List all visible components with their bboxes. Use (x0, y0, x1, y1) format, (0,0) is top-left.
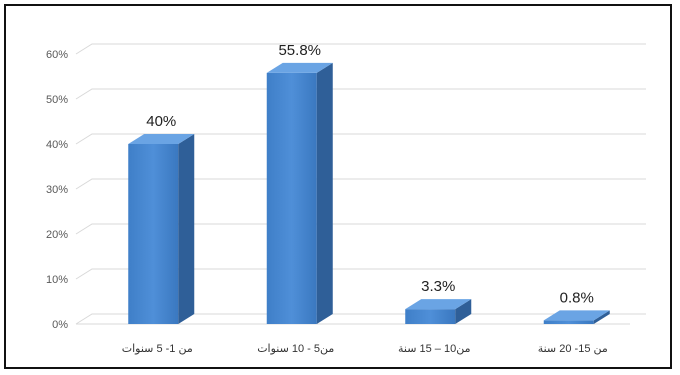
y-tick-label: 10% (46, 274, 68, 286)
y-tick-label: 20% (46, 229, 68, 241)
x-axis: من 1- 5 سنوات من5 - 10 سنوات من10 – 15 سنة… (122, 343, 608, 355)
bar-top (266, 62, 333, 73)
y-tick-label: 0% (52, 319, 68, 331)
bar-side (455, 299, 472, 324)
y-tick-label: 30% (46, 184, 68, 196)
x-tick-label: من 1- 5 سنوات (122, 343, 193, 355)
bar-front (543, 320, 594, 324)
gridline (75, 43, 646, 55)
x-tick-label: من10 – 15 سنة (398, 343, 471, 355)
gridline (75, 88, 646, 100)
bar-top (128, 134, 195, 144)
bar: 55.8% (266, 42, 333, 325)
bar-front (405, 309, 456, 324)
x-tick-label: من5 - 10 سنوات (257, 343, 334, 355)
data-label: 40% (146, 113, 176, 130)
bar-front (128, 144, 179, 324)
bar-top (405, 299, 472, 310)
bar-chart: 0% 10% 20% 30% 40% 50% 60% 40% 55.8% 3.3% 0.8% من… (46, 42, 646, 355)
data-label: 3.3% (421, 278, 455, 295)
y-tick-label: 50% (46, 94, 68, 106)
gridline (75, 268, 646, 280)
bar-side (178, 134, 195, 324)
y-tick-label: 40% (46, 139, 68, 151)
x-tick-label: من 15- 20 سنة (538, 343, 608, 355)
bar-top (543, 310, 610, 321)
y-axis: 0% 10% 20% 30% 40% 50% 60% (46, 49, 68, 331)
y-tick-label: 60% (46, 49, 68, 61)
bar: 3.3% (405, 278, 472, 324)
chart-frame: 0% 10% 20% 30% 40% 50% 60% 40% 55.8% 3.3% 0.8% من… (4, 4, 672, 369)
bar: 40% (128, 113, 195, 324)
gridline (75, 223, 646, 235)
gridlines (75, 43, 646, 325)
data-label: 0.8% (560, 289, 594, 306)
bar-front (266, 72, 317, 325)
bar: 0.8% (543, 289, 610, 324)
data-label: 55.8% (278, 42, 321, 59)
gridline (75, 178, 646, 190)
bar-side (593, 310, 610, 324)
bar-side (316, 62, 333, 325)
bars: 40% 55.8% 3.3% 0.8% (128, 42, 610, 325)
gridline (75, 133, 646, 145)
